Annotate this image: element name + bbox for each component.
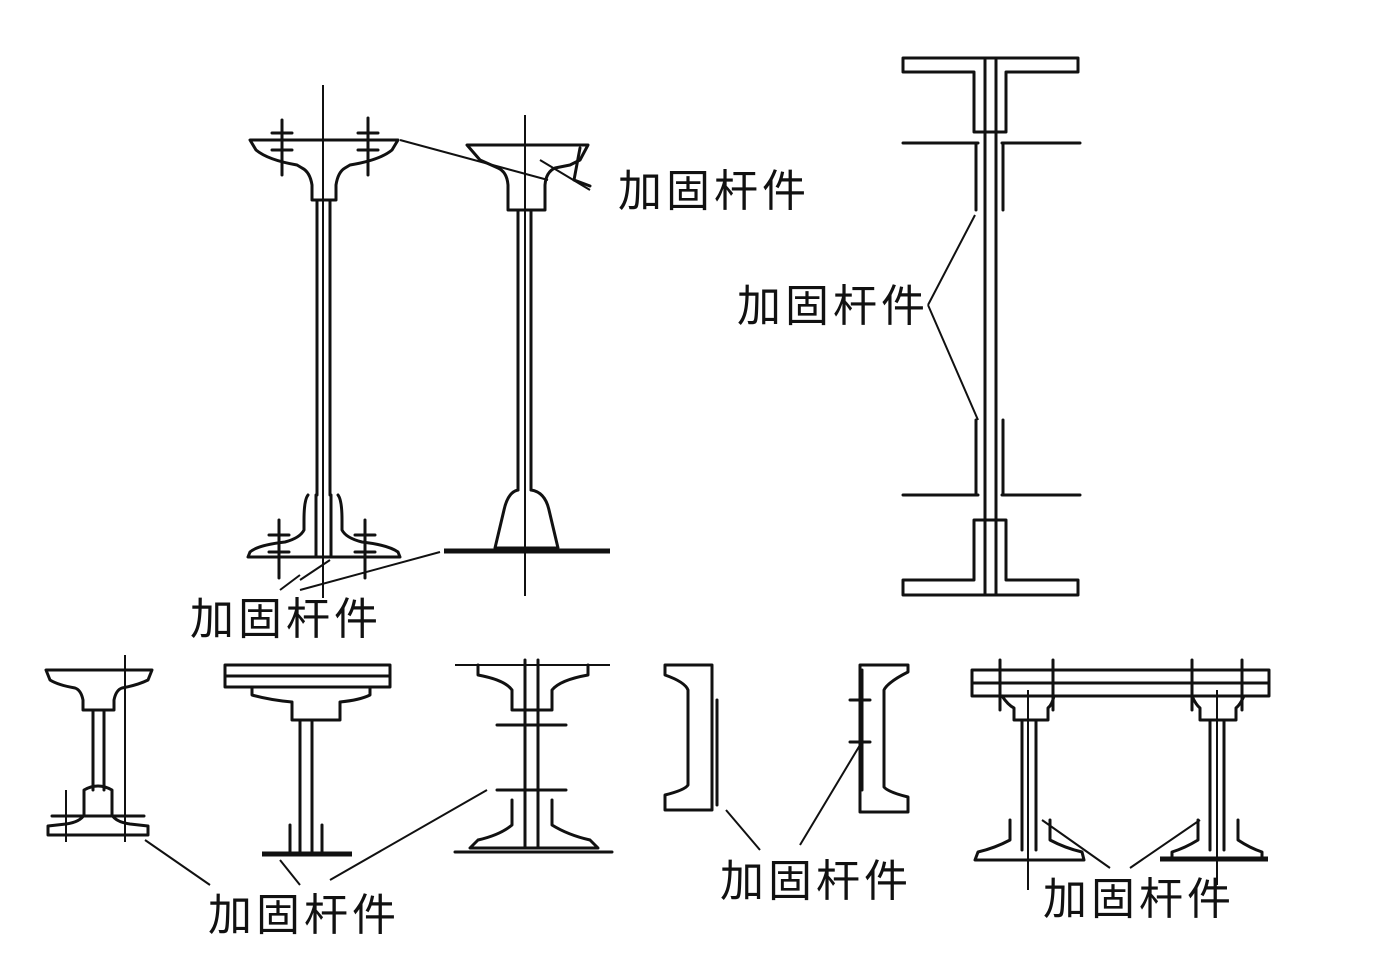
- leader-lines: [144, 139, 1201, 886]
- section-a-riveted-i-beam: [246, 85, 402, 598]
- section-i-double-girder: [970, 658, 1271, 890]
- label-reinforcement-top-right: 加固杆件: [737, 281, 929, 332]
- section-g-channel-left: [663, 663, 719, 812]
- label-reinforcement-middle-left: 加固杆件: [190, 594, 382, 645]
- label-reinforcement-top-left: 加固杆件: [618, 166, 810, 217]
- label-reinforcement-bottom-3: 加固杆件: [1043, 874, 1235, 925]
- section-f-welded-i-beam: [453, 658, 614, 854]
- section-d-small-i-beam: [44, 655, 154, 842]
- label-reinforcement-bottom-2: 加固杆件: [720, 856, 912, 907]
- section-h-channel-right: [848, 663, 910, 814]
- section-c-web-reinforced: [901, 56, 1082, 597]
- label-reinforcement-bottom-1: 加固杆件: [208, 890, 400, 941]
- section-e-plated-t-beam: [223, 663, 392, 857]
